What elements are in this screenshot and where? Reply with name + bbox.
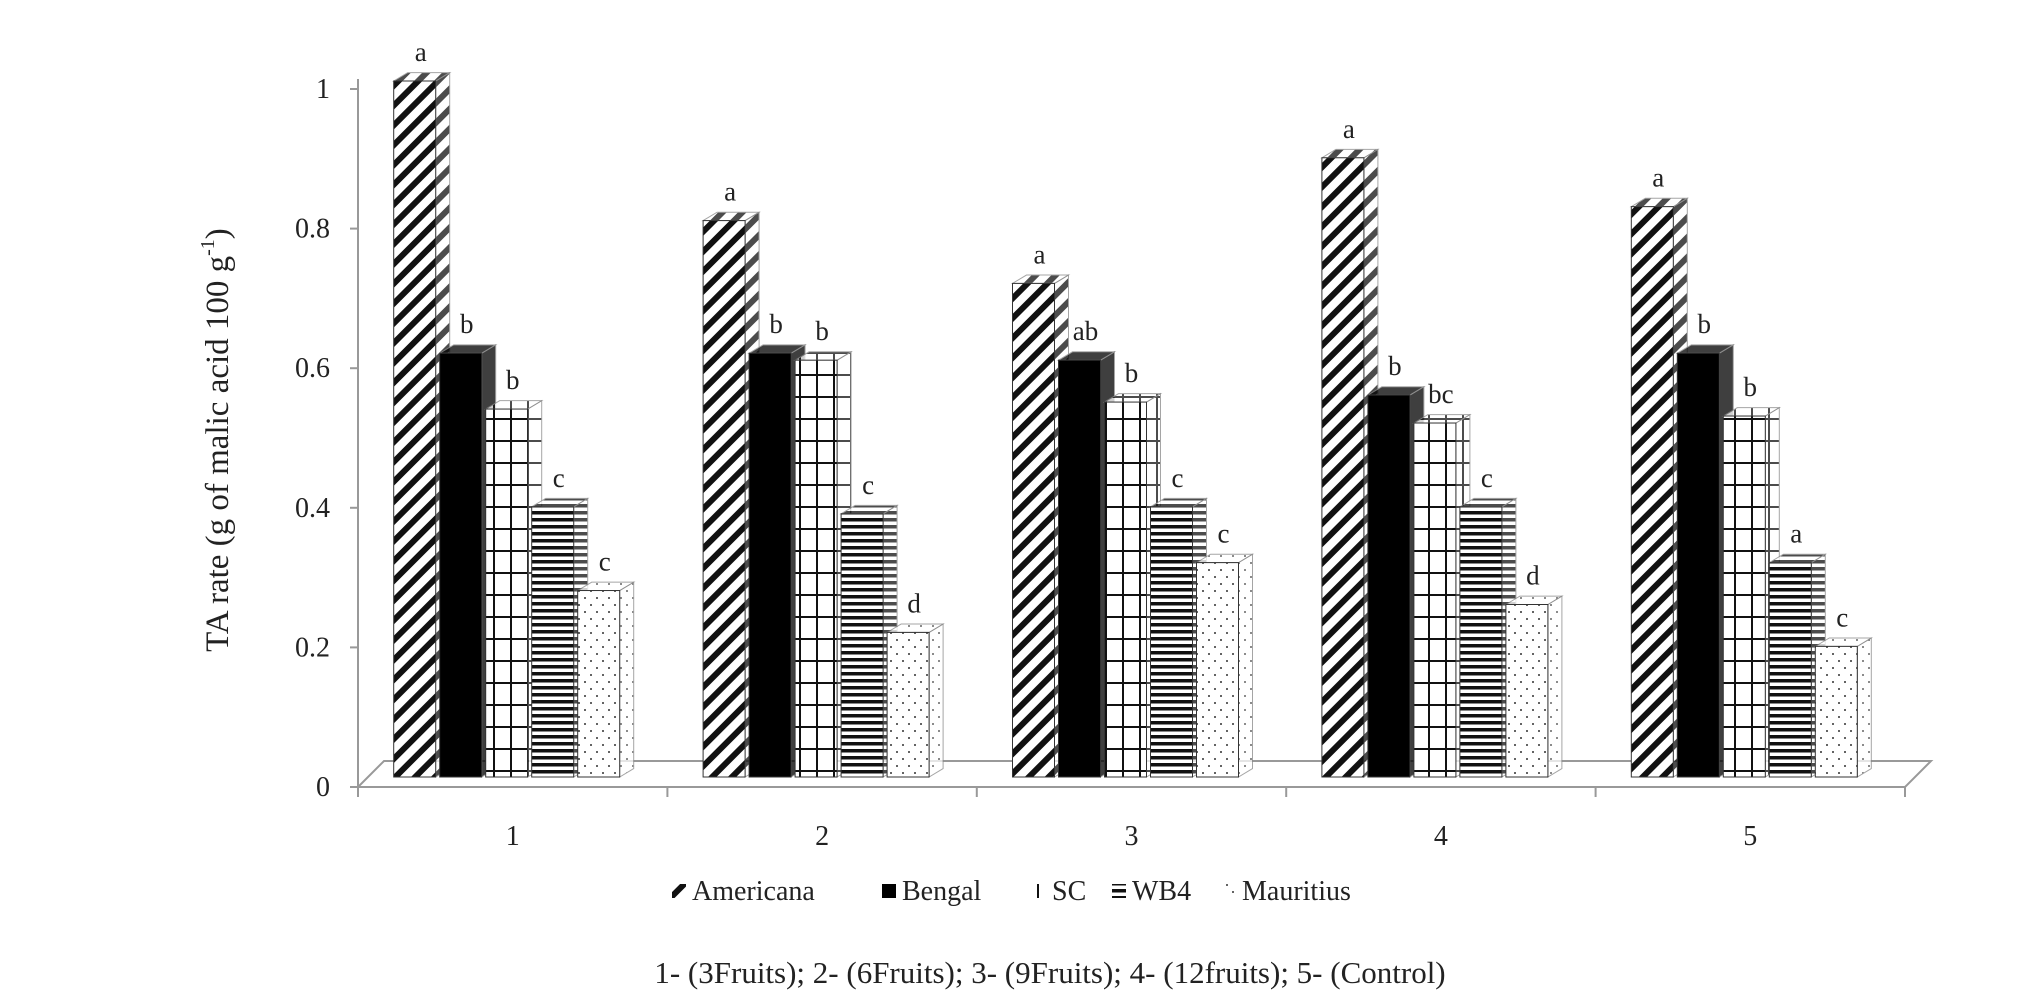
bar-front	[1196, 562, 1239, 778]
y-axis-label: TA rate (g of malic acid 100 g-1)	[197, 228, 236, 652]
legend-item-wb4: WB4	[1112, 876, 1191, 907]
significance-letter: b	[1744, 372, 1758, 402]
y-tick-label: 0.2	[295, 632, 330, 663]
y-tick-label: 0	[316, 772, 330, 803]
bar-mauritius: c	[1813, 602, 1874, 778]
bar-front	[1722, 415, 1766, 778]
legend-item-sc: SC	[1032, 876, 1086, 907]
legend-label: SC	[1052, 876, 1086, 907]
y-tick-label: 1	[316, 74, 330, 105]
significance-letter: a	[415, 37, 427, 67]
bar-side	[619, 581, 635, 778]
significance-letter: b	[815, 316, 829, 346]
bar-mauritius: c	[1194, 519, 1255, 778]
y-tick-label: 0.4	[295, 493, 330, 524]
bar-front	[1676, 352, 1720, 778]
legend-label: Bengal	[902, 876, 982, 907]
bar-front	[1814, 645, 1858, 778]
significance-letter: b	[1698, 309, 1712, 339]
bar-front	[886, 631, 930, 778]
legend-label: Mauritius	[1242, 876, 1351, 907]
axes: 0 0.2 0.4 0.6 0.8 1 1 2 3 4 5	[295, 74, 1906, 852]
bar-front	[794, 359, 838, 778]
significance-letter: b	[1125, 358, 1139, 388]
significance-letter: a	[1034, 239, 1046, 269]
bar-mauritius: c	[575, 547, 636, 778]
legend-swatch	[1032, 884, 1046, 898]
bar-front	[702, 220, 746, 778]
bar-side	[928, 623, 944, 778]
bar-front	[577, 590, 621, 778]
significance-letter: c	[1481, 463, 1493, 493]
bar-front	[1505, 604, 1549, 778]
significance-letter: b	[506, 365, 520, 395]
bar-side	[1547, 595, 1563, 778]
significance-letter: bc	[1428, 379, 1454, 409]
y-axis-label-main: TA rate (g of malic acid 100 g	[200, 256, 236, 652]
caption: 1- (3Fruits); 2- (6Fruits); 3- (9Fruits)…	[654, 955, 1445, 990]
bar-side	[1856, 637, 1872, 778]
bar-front	[748, 352, 792, 778]
legend: Americana Bengal SC WB4 Mauritius	[672, 876, 1351, 907]
significance-letter: a	[1652, 163, 1664, 193]
bar-front	[1768, 562, 1812, 778]
bar-side	[1238, 553, 1253, 778]
significance-letter: d	[1526, 561, 1540, 591]
legend-swatch	[1222, 884, 1236, 898]
significance-letter: d	[907, 588, 921, 618]
legend-label: WB4	[1132, 876, 1191, 907]
bar-front	[1150, 506, 1193, 778]
legend-item-mauritius: Mauritius	[1222, 876, 1351, 907]
significance-letter: b	[1388, 351, 1402, 381]
legend-swatch	[1112, 884, 1126, 898]
legend-item-americana: Americana	[672, 876, 815, 907]
significance-letter: c	[1218, 519, 1230, 549]
significance-letter: c	[862, 470, 874, 500]
significance-letter: ab	[1073, 316, 1098, 346]
bar-front	[1630, 206, 1674, 778]
y-axis-label-sup: -1	[197, 239, 219, 256]
bar-front	[1321, 157, 1365, 778]
significance-letter: c	[553, 463, 565, 493]
bar-front	[1367, 394, 1411, 778]
bar-front	[1104, 401, 1147, 778]
bar-front	[1413, 422, 1457, 778]
x-tick-label: 1	[506, 821, 520, 852]
x-tick-label: 2	[815, 821, 829, 852]
significance-letter: c	[1836, 602, 1848, 632]
significance-letter: b	[769, 309, 783, 339]
y-axis-label-end: )	[200, 228, 236, 239]
bar-front	[1012, 282, 1055, 778]
legend-item-bengal: Bengal	[882, 876, 982, 907]
significance-letter: c	[599, 547, 611, 577]
legend-swatch	[882, 884, 896, 898]
bar-front	[1058, 359, 1101, 778]
x-tick-label: 3	[1125, 821, 1139, 852]
significance-letter: a	[724, 177, 736, 207]
bar-mauritius: d	[1504, 561, 1564, 778]
y-tick-label: 0.8	[295, 214, 330, 245]
bar-front	[1459, 506, 1503, 778]
bar-front	[393, 80, 437, 778]
significance-letter: a	[1343, 114, 1355, 144]
x-tick-label: 5	[1743, 821, 1757, 852]
significance-letter: c	[1172, 463, 1184, 493]
bar-front	[439, 352, 483, 778]
significance-letter: a	[1790, 519, 1802, 549]
bar-front	[485, 408, 529, 778]
legend-swatch	[672, 884, 686, 898]
y-tick-label: 0.6	[295, 353, 330, 384]
legend-label: Americana	[692, 876, 815, 907]
bar-front	[531, 506, 575, 778]
x-tick-label: 4	[1434, 821, 1448, 852]
significance-letter: b	[460, 309, 474, 339]
bar-mauritius: d	[885, 588, 945, 778]
bar-front	[840, 513, 884, 778]
